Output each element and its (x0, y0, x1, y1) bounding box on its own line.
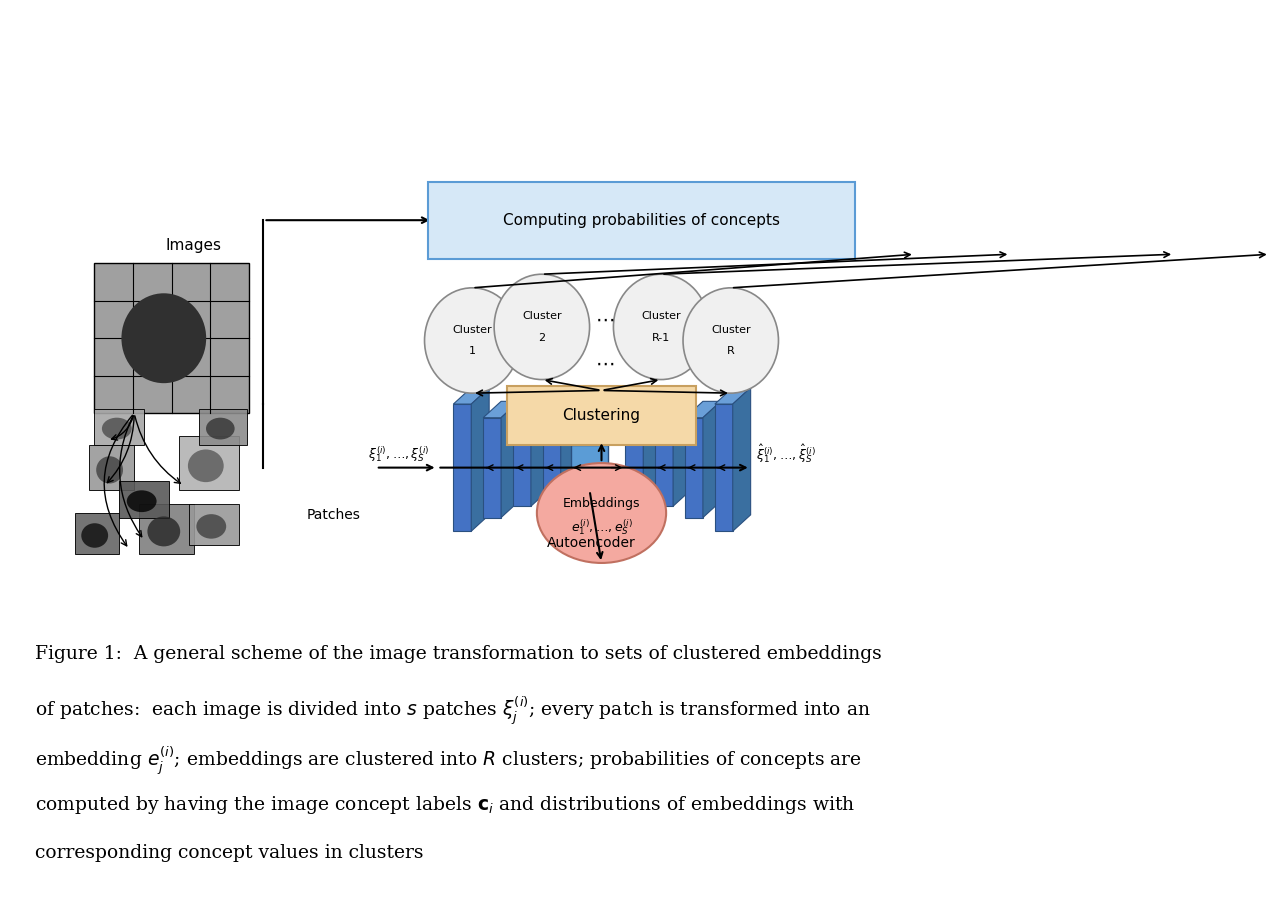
Ellipse shape (147, 517, 180, 547)
Text: Computing probabilities of concepts: Computing probabilities of concepts (503, 212, 780, 228)
Text: R: R (727, 346, 734, 357)
Text: Images: Images (166, 238, 222, 252)
Polygon shape (643, 421, 661, 497)
Text: of patches:  each image is divided into $s$ patches $\xi_j^{(i)}$; every patch i: of patches: each image is divided into $… (34, 695, 871, 727)
Text: Cluster: Cluster (642, 311, 681, 321)
Text: Cluster: Cluster (711, 324, 751, 335)
Text: Embeddings: Embeddings (563, 498, 641, 510)
FancyBboxPatch shape (571, 445, 609, 490)
FancyBboxPatch shape (139, 504, 194, 554)
Polygon shape (501, 401, 519, 518)
Polygon shape (484, 401, 519, 418)
Polygon shape (453, 388, 489, 404)
Text: $\xi_1^{(i)},\ldots,\xi_S^{(i)}$: $\xi_1^{(i)},\ldots,\xi_S^{(i)}$ (368, 444, 429, 464)
Polygon shape (471, 388, 489, 531)
Polygon shape (733, 388, 751, 531)
FancyBboxPatch shape (428, 182, 855, 259)
Ellipse shape (127, 490, 157, 512)
Polygon shape (543, 438, 561, 497)
Polygon shape (484, 418, 501, 518)
Polygon shape (453, 404, 471, 531)
Polygon shape (543, 421, 579, 438)
Ellipse shape (196, 514, 227, 538)
Ellipse shape (537, 463, 666, 563)
Polygon shape (685, 401, 720, 418)
Polygon shape (625, 438, 643, 497)
Polygon shape (656, 412, 691, 429)
FancyBboxPatch shape (508, 386, 696, 445)
FancyBboxPatch shape (119, 481, 170, 518)
Ellipse shape (81, 523, 108, 548)
Text: $\hat{\xi}_1^{(i)},\ldots,\hat{\xi}_S^{(i)}$: $\hat{\xi}_1^{(i)},\ldots,\hat{\xi}_S^{(… (756, 443, 815, 465)
Ellipse shape (206, 418, 234, 439)
Polygon shape (561, 421, 579, 497)
Ellipse shape (684, 288, 779, 393)
Polygon shape (656, 429, 674, 506)
Text: corresponding concept values in clusters: corresponding concept values in clusters (34, 844, 423, 863)
Text: Cluster: Cluster (452, 324, 492, 335)
Ellipse shape (187, 449, 224, 482)
Text: Figure 1:  A general scheme of the image transformation to sets of clustered emb: Figure 1: A general scheme of the image … (34, 645, 881, 663)
Text: R-1: R-1 (652, 332, 670, 343)
FancyBboxPatch shape (90, 445, 134, 490)
Text: $\cdots$: $\cdots$ (595, 354, 614, 372)
Polygon shape (625, 421, 661, 438)
Ellipse shape (614, 274, 709, 380)
Polygon shape (715, 388, 751, 404)
Ellipse shape (424, 288, 520, 393)
Text: 1: 1 (468, 346, 476, 357)
FancyBboxPatch shape (95, 263, 248, 413)
Text: computed by having the image concept labels $\mathbf{c}_i$ and distributions of : computed by having the image concept lab… (34, 794, 856, 816)
Text: Clustering: Clustering (562, 408, 641, 423)
Text: 2: 2 (538, 332, 546, 343)
Ellipse shape (101, 418, 132, 439)
FancyBboxPatch shape (189, 504, 238, 545)
Ellipse shape (494, 274, 590, 380)
Text: $e_1^{(i)},\ldots,e_S^{(i)}$: $e_1^{(i)},\ldots,e_S^{(i)}$ (571, 518, 633, 538)
Polygon shape (715, 404, 733, 531)
Text: embedding $e_j^{(i)}$; embeddings are clustered into $R$ clusters; probabilities: embedding $e_j^{(i)}$; embeddings are cl… (34, 745, 862, 777)
Ellipse shape (96, 456, 123, 483)
Polygon shape (513, 412, 548, 429)
FancyBboxPatch shape (179, 436, 238, 490)
Polygon shape (513, 429, 530, 506)
Text: Cluster: Cluster (522, 311, 562, 321)
Polygon shape (674, 412, 691, 506)
Ellipse shape (122, 293, 206, 383)
FancyBboxPatch shape (199, 409, 247, 445)
FancyBboxPatch shape (95, 409, 144, 445)
Polygon shape (530, 412, 548, 506)
FancyBboxPatch shape (75, 513, 119, 554)
Text: Autoencoder: Autoencoder (547, 536, 636, 549)
Text: Patches: Patches (306, 508, 360, 522)
Polygon shape (685, 418, 703, 518)
Polygon shape (703, 401, 720, 518)
Text: $\cdots$: $\cdots$ (595, 311, 614, 329)
